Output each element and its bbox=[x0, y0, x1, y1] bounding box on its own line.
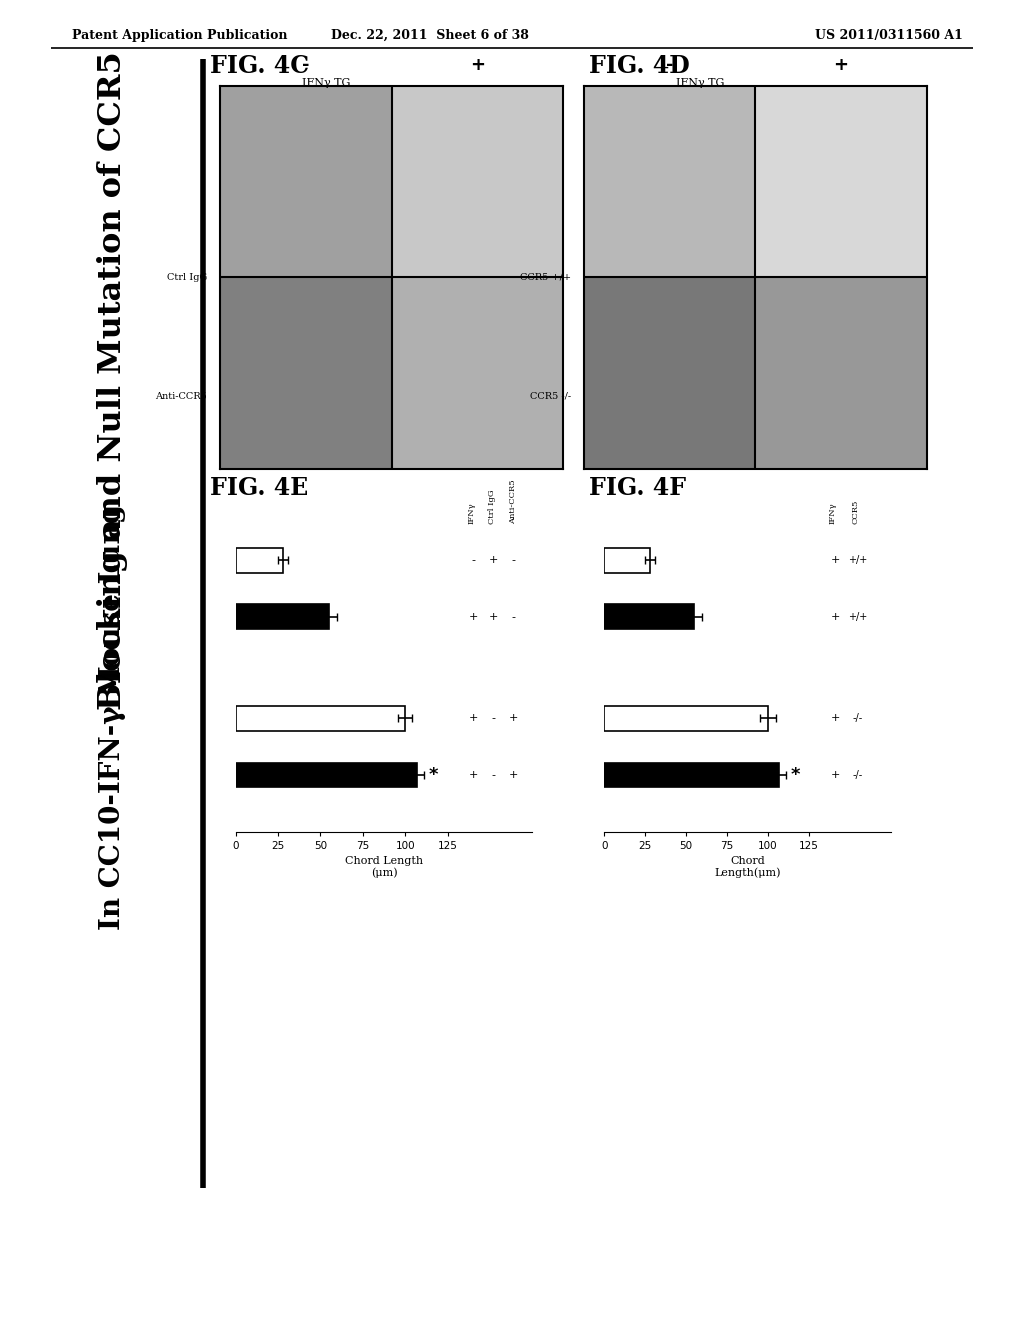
Text: +: + bbox=[830, 713, 840, 723]
Text: IFNγ: IFNγ bbox=[468, 502, 476, 524]
Bar bbox=[584, 86, 756, 277]
Text: CCR5 +/+: CCR5 +/+ bbox=[520, 273, 571, 281]
Text: Blocking and Null Mutation of CCR5: Blocking and Null Mutation of CCR5 bbox=[97, 50, 128, 710]
Text: FIG. 4E: FIG. 4E bbox=[210, 477, 308, 500]
Text: FIG. 4F: FIG. 4F bbox=[589, 477, 686, 500]
Text: -: - bbox=[512, 611, 516, 622]
Text: +: + bbox=[468, 611, 478, 622]
Text: +: + bbox=[830, 554, 840, 565]
Text: +: + bbox=[468, 713, 478, 723]
Bar bbox=[236, 763, 417, 788]
Bar bbox=[220, 277, 392, 469]
Text: *: * bbox=[791, 766, 801, 784]
Text: IFNγ: IFNγ bbox=[828, 502, 837, 524]
Text: +: + bbox=[470, 57, 485, 74]
Text: FIG. 4D: FIG. 4D bbox=[589, 54, 689, 78]
Bar bbox=[392, 86, 563, 277]
Text: -: - bbox=[471, 554, 475, 565]
X-axis label: Chord
Length(μm): Chord Length(μm) bbox=[715, 857, 780, 878]
Text: Anti-CCR5: Anti-CCR5 bbox=[509, 479, 517, 524]
Bar bbox=[236, 706, 406, 731]
Bar bbox=[236, 548, 283, 573]
Text: In CC10-IFN-γ Mouse Lung: In CC10-IFN-γ Mouse Lung bbox=[99, 504, 126, 929]
Text: -: - bbox=[492, 770, 496, 780]
Bar bbox=[604, 605, 694, 630]
Text: +: + bbox=[488, 611, 498, 622]
Text: +/+: +/+ bbox=[849, 554, 867, 565]
Bar bbox=[392, 277, 563, 469]
Text: CCR5: CCR5 bbox=[852, 499, 859, 524]
Text: IFNγ TG: IFNγ TG bbox=[676, 78, 724, 88]
Bar bbox=[756, 86, 927, 277]
Text: *: * bbox=[429, 766, 438, 784]
Bar bbox=[236, 605, 329, 630]
Bar bbox=[756, 277, 927, 469]
Text: CCR5 -/-: CCR5 -/- bbox=[530, 392, 571, 400]
Text: +: + bbox=[509, 770, 518, 780]
Text: +: + bbox=[509, 713, 518, 723]
Text: +: + bbox=[468, 770, 478, 780]
Text: Patent Application Publication: Patent Application Publication bbox=[72, 29, 287, 42]
Text: Anti-CCR5: Anti-CCR5 bbox=[155, 392, 207, 400]
Text: FIG. 4C: FIG. 4C bbox=[210, 54, 309, 78]
Bar bbox=[604, 548, 650, 573]
Text: +: + bbox=[488, 554, 498, 565]
Text: Ctrl IgG: Ctrl IgG bbox=[167, 273, 207, 281]
Text: US 2011/0311560 A1: US 2011/0311560 A1 bbox=[815, 29, 963, 42]
Text: -: - bbox=[492, 713, 496, 723]
Text: -: - bbox=[302, 57, 309, 74]
Bar bbox=[584, 277, 756, 469]
Text: Dec. 22, 2011  Sheet 6 of 38: Dec. 22, 2011 Sheet 6 of 38 bbox=[331, 29, 529, 42]
Bar bbox=[604, 706, 768, 731]
Text: IFNγ TG: IFNγ TG bbox=[302, 78, 350, 88]
Text: -/-: -/- bbox=[853, 713, 863, 723]
Text: Ctrl IgG: Ctrl IgG bbox=[488, 490, 497, 524]
Text: +: + bbox=[830, 611, 840, 622]
Text: -: - bbox=[512, 554, 516, 565]
Text: -: - bbox=[666, 57, 673, 74]
Bar bbox=[604, 763, 779, 788]
Text: +: + bbox=[834, 57, 849, 74]
Text: -/-: -/- bbox=[853, 770, 863, 780]
Text: +: + bbox=[830, 770, 840, 780]
X-axis label: Chord Length
(μm): Chord Length (μm) bbox=[345, 857, 423, 878]
Bar bbox=[220, 86, 392, 277]
Text: +/+: +/+ bbox=[849, 611, 867, 622]
